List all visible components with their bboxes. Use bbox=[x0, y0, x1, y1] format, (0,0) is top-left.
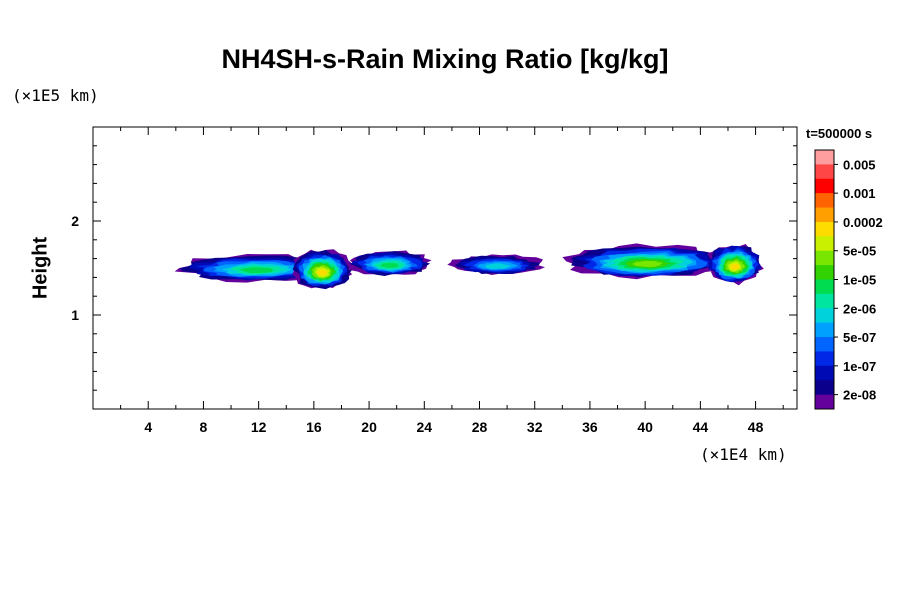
colorbar-label: 0.0002 bbox=[843, 215, 883, 230]
colorbar-time-label: t=500000 s bbox=[806, 126, 873, 141]
colorbar-label: 1e-05 bbox=[843, 273, 876, 288]
colorbar-swatch bbox=[815, 365, 834, 381]
y-tick-label: 1 bbox=[71, 307, 79, 323]
colorbar-swatch bbox=[815, 337, 834, 352]
field-feature bbox=[562, 243, 724, 280]
x-tick-label: 12 bbox=[251, 419, 267, 435]
x-tick-label: 40 bbox=[637, 419, 653, 435]
colorbar-label: 0.005 bbox=[843, 157, 876, 172]
colorbar-swatch bbox=[815, 207, 834, 223]
colorbar-label: 0.001 bbox=[843, 186, 876, 201]
colorbar-swatch bbox=[815, 236, 834, 252]
field-contour bbox=[380, 263, 400, 268]
x-tick-label: 24 bbox=[417, 419, 433, 435]
chart-title: NH4SH-s-Rain Mixing Ratio [kg/kg] bbox=[221, 44, 669, 74]
colorbar-label: 5e-05 bbox=[843, 244, 876, 259]
field-feature bbox=[707, 244, 764, 286]
x-tick-label: 8 bbox=[200, 419, 208, 435]
colorbar-label: 2e-08 bbox=[843, 388, 876, 403]
field-feature bbox=[447, 254, 545, 275]
plot-frame bbox=[92, 126, 798, 410]
x-tick-label: 36 bbox=[582, 419, 598, 435]
field-contour bbox=[632, 260, 663, 268]
colorbar-swatch bbox=[815, 308, 834, 324]
colorbar-swatch bbox=[815, 265, 834, 280]
colorbar-label: 2e-06 bbox=[843, 301, 876, 316]
colorbar-swatch bbox=[815, 394, 834, 410]
colorbar-swatch bbox=[815, 164, 834, 180]
colorbar-swatch bbox=[815, 150, 834, 165]
x-tick-label: 4 bbox=[144, 419, 152, 435]
colorbar-swatch bbox=[815, 380, 834, 396]
field-contour bbox=[317, 269, 328, 276]
colorbar-swatch bbox=[815, 351, 834, 367]
field-contours bbox=[174, 243, 764, 290]
field-contour bbox=[730, 263, 740, 271]
colorbar-swatch bbox=[815, 250, 834, 266]
colorbar-swatch bbox=[815, 193, 834, 208]
y-tick-label: 2 bbox=[71, 213, 79, 229]
field-feature bbox=[292, 249, 353, 290]
colorbar-label: 5e-07 bbox=[843, 330, 876, 345]
x-tick-label: 32 bbox=[527, 419, 543, 435]
field-contour bbox=[239, 267, 275, 274]
colorbar-swatch bbox=[815, 178, 834, 194]
x-tick-label: 16 bbox=[306, 419, 322, 435]
colorbar-swatch bbox=[815, 221, 834, 237]
field-feature bbox=[348, 250, 432, 276]
colorbar-swatch bbox=[815, 322, 834, 338]
colorbar-swatch bbox=[815, 293, 834, 309]
colorbar-label: 1e-07 bbox=[843, 359, 876, 374]
x-axis-unit: (×1E4 km) bbox=[700, 445, 787, 464]
x-tick-label: 44 bbox=[693, 419, 709, 435]
field-contour bbox=[485, 263, 512, 269]
colorbar: 0.005 0.001 0.0002 5e-05 1e-05 2e-06 5e-07 1e-0… bbox=[814, 149, 883, 410]
x-tick-label: 48 bbox=[748, 419, 764, 435]
colorbar-swatch bbox=[815, 279, 834, 295]
y-axis-unit: (×1E5 km) bbox=[12, 86, 99, 105]
x-tick-label: 20 bbox=[361, 419, 377, 435]
x-tick-label: 28 bbox=[472, 419, 488, 435]
